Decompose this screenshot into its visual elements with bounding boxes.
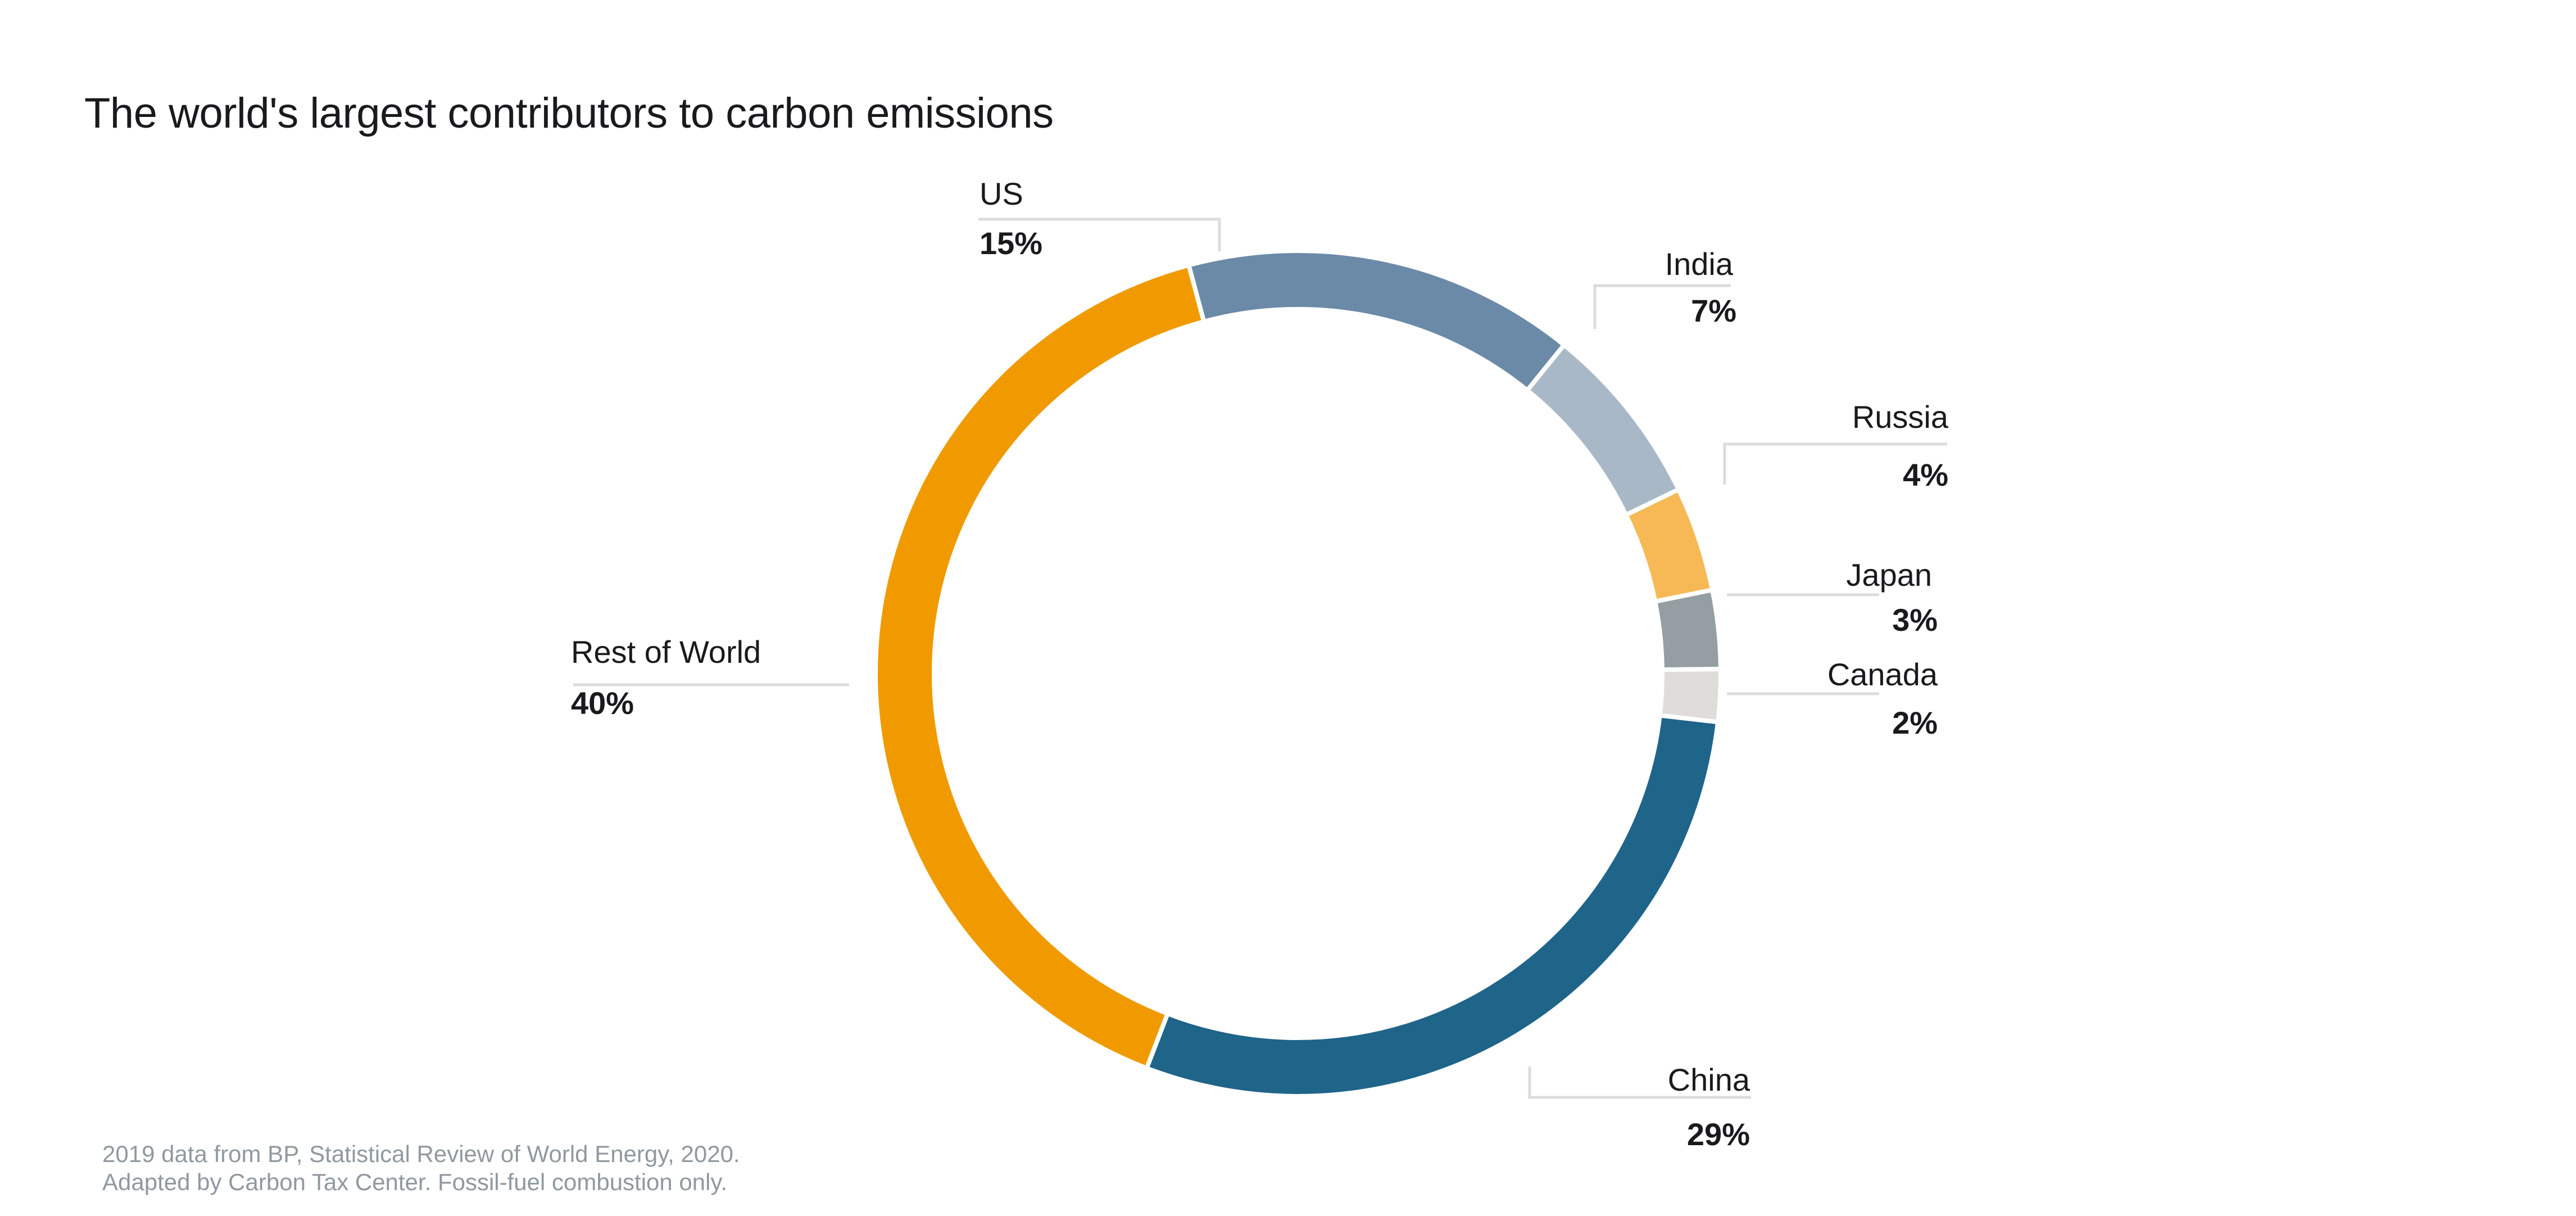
label-russia: Russia <box>1852 399 1948 435</box>
slice-us <box>1186 248 1567 394</box>
slice-japan <box>1652 587 1724 672</box>
donut-slices <box>873 248 1724 1099</box>
value-india: 7% <box>1691 293 1736 328</box>
value-rest-of-world: 40% <box>571 685 634 721</box>
source-note: 2019 data from BP, Statistical Review of… <box>102 1140 740 1196</box>
leader-lines <box>573 218 1947 1099</box>
slice-canada <box>1657 667 1723 725</box>
chart-title: The world's largest contributors to carb… <box>84 89 1054 137</box>
label-japan: Japan <box>1846 557 1932 593</box>
slice-india <box>1524 341 1682 518</box>
value-us: 15% <box>979 225 1043 261</box>
source-line-1: 2019 data from BP, Statistical Review of… <box>102 1141 740 1167</box>
label-us: US <box>979 176 1023 211</box>
value-japan: 3% <box>1892 602 1938 638</box>
leader-line-china <box>1528 1066 1751 1099</box>
label-rest-of-world: Rest of World <box>571 634 761 670</box>
value-canada: 2% <box>1892 705 1938 740</box>
source-line-2: Adapted by Carbon Tax Center. Fossil-fue… <box>102 1169 728 1195</box>
value-russia: 4% <box>1903 457 1948 492</box>
slice-china <box>1144 713 1721 1099</box>
slice-russia <box>1623 486 1715 604</box>
label-canada: Canada <box>1827 657 1938 692</box>
leader-line-india <box>1593 284 1731 329</box>
leader-line-us <box>978 218 1221 251</box>
leader-line-russia <box>1723 442 1947 485</box>
label-india: India <box>1665 246 1733 282</box>
value-china: 29% <box>1686 1116 1750 1152</box>
label-china: China <box>1667 1062 1750 1097</box>
slice-rest-of-world <box>873 262 1207 1072</box>
